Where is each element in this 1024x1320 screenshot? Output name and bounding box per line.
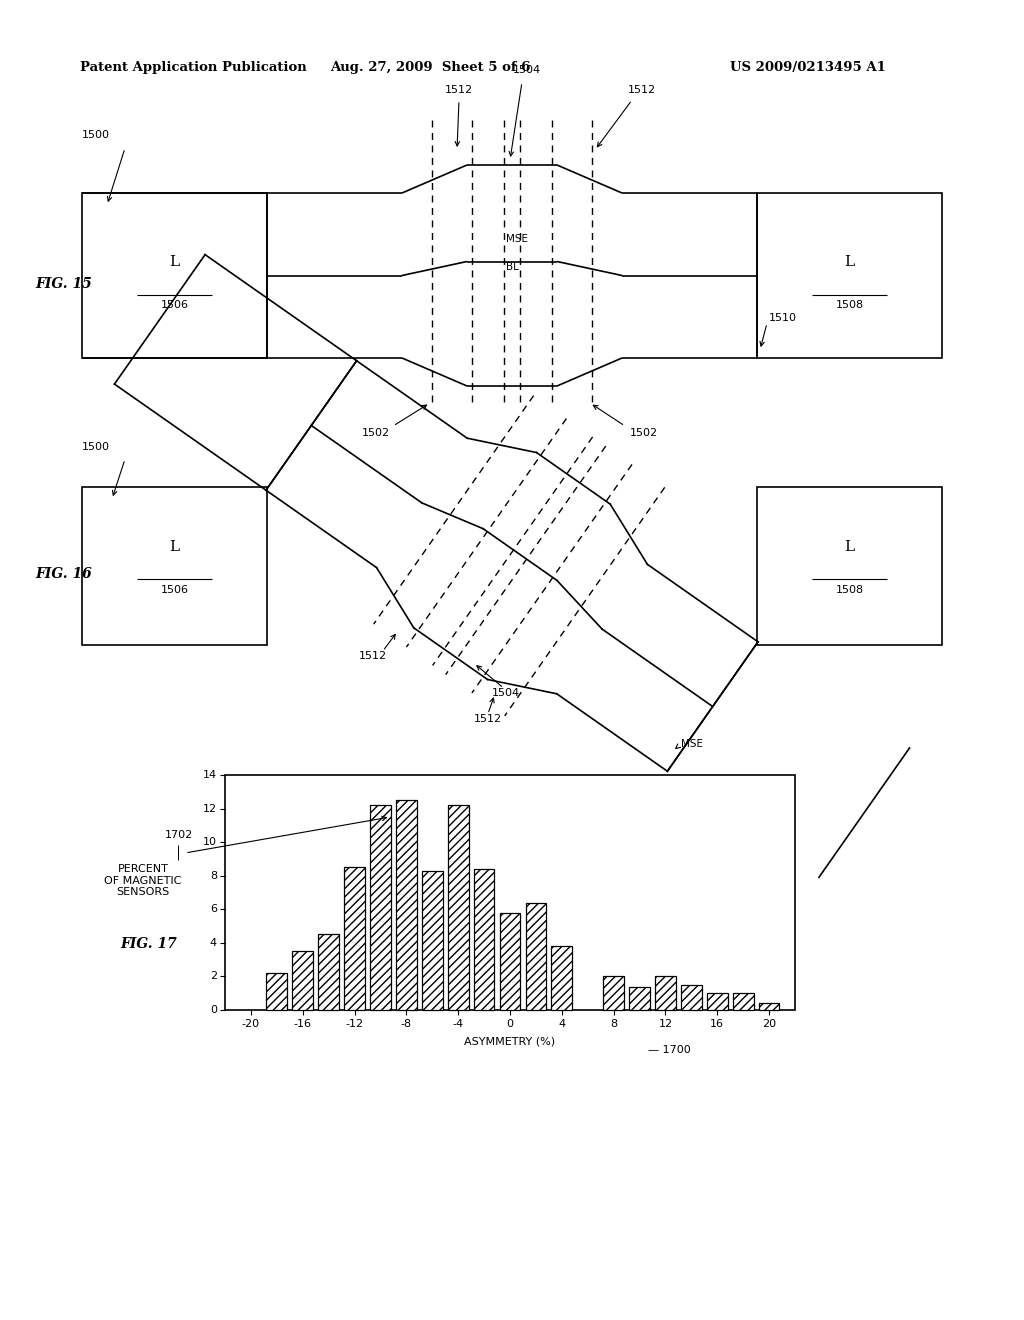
Text: 1512: 1512 [474,714,502,725]
Text: 12: 12 [658,1019,673,1030]
Text: 1512: 1512 [445,84,473,95]
Bar [603,977,624,1010]
Text: 1500: 1500 [82,442,110,451]
Bar [318,935,339,1010]
Text: MSE: MSE [506,234,528,244]
Text: 0: 0 [507,1019,513,1030]
Text: 8: 8 [610,1019,617,1030]
Text: FIG. 17: FIG. 17 [120,937,177,952]
Bar [629,986,650,1010]
Text: -20: -20 [242,1019,260,1030]
Bar [655,977,676,1010]
Text: MSE: MSE [681,739,702,750]
Bar [733,993,754,1010]
Text: L: L [169,255,179,269]
Text: 1502: 1502 [361,428,390,438]
Text: 1502: 1502 [630,428,658,438]
Text: 1510: 1510 [769,313,797,323]
Bar [82,487,267,645]
Text: ASYMMETRY (%): ASYMMETRY (%) [465,1038,556,1047]
Text: 1506: 1506 [161,585,188,595]
Bar [422,871,442,1010]
Text: L: L [845,540,855,554]
Text: 4: 4 [558,1019,565,1030]
Bar [370,805,391,1010]
Bar [757,193,942,358]
Text: FIG. 16: FIG. 16 [35,566,92,581]
Bar [757,487,942,645]
Text: 20: 20 [762,1019,776,1030]
Text: US 2009/0213495 A1: US 2009/0213495 A1 [730,62,886,74]
Text: 1702: 1702 [165,830,194,840]
Text: 2: 2 [210,972,217,982]
Text: 4: 4 [210,937,217,948]
Text: 0: 0 [210,1005,217,1015]
Text: 12: 12 [203,804,217,813]
Text: Patent Application Publication: Patent Application Publication [80,62,307,74]
Bar [759,1003,779,1010]
Text: — 1700: — 1700 [648,1045,691,1055]
Text: L: L [845,255,855,269]
Text: L: L [169,540,179,554]
Bar [266,973,287,1010]
Text: 1506: 1506 [161,300,188,310]
Text: FIG. 15: FIG. 15 [35,277,92,290]
Text: 10: 10 [203,837,217,847]
Text: 6: 6 [210,904,217,915]
Text: 16: 16 [711,1019,724,1030]
Bar [225,775,795,1010]
Bar [396,800,417,1010]
Text: 1504: 1504 [513,65,541,75]
Text: -12: -12 [345,1019,364,1030]
Text: BL: BL [506,263,518,272]
Text: 1508: 1508 [836,585,863,595]
Bar [344,867,365,1010]
Bar [552,946,572,1010]
Bar [82,193,267,358]
Text: -4: -4 [453,1019,464,1030]
Text: 1508: 1508 [836,300,863,310]
Bar [525,903,546,1010]
Text: -8: -8 [400,1019,412,1030]
Text: 1512: 1512 [628,84,656,95]
Text: 8: 8 [210,871,217,880]
Text: 1504: 1504 [492,688,520,698]
Bar [681,985,701,1010]
Bar [500,912,520,1010]
Text: 1500: 1500 [82,129,110,140]
Bar [474,869,495,1010]
Text: -16: -16 [294,1019,311,1030]
Bar [707,993,728,1010]
Text: Aug. 27, 2009  Sheet 5 of 6: Aug. 27, 2009 Sheet 5 of 6 [330,62,530,74]
Bar [293,952,313,1010]
Bar [447,805,469,1010]
Text: 1512: 1512 [358,651,387,661]
Text: 14: 14 [203,770,217,780]
Text: PERCENT
OF MAGNETIC
SENSORS: PERCENT OF MAGNETIC SENSORS [104,865,181,898]
